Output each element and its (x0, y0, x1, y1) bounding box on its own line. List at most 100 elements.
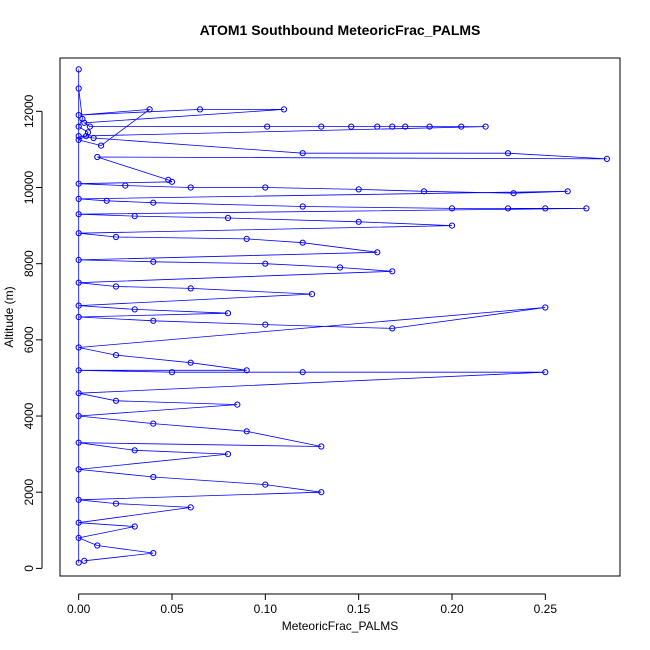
data-point (131, 306, 138, 313)
data-point (75, 211, 82, 218)
data-point (355, 186, 362, 193)
data-point (299, 150, 306, 157)
data-point (75, 466, 82, 473)
data-point (75, 279, 82, 286)
data-point (146, 106, 153, 113)
data-point (224, 310, 232, 317)
data-point (426, 123, 433, 130)
y-tick-label: 4000 (22, 402, 36, 429)
data-point (318, 443, 325, 450)
data-point (75, 133, 82, 140)
data-point (243, 428, 250, 435)
data-point (224, 451, 232, 458)
data-point (150, 258, 157, 265)
plot-area (75, 66, 611, 566)
data-point (75, 534, 82, 542)
y-tick-label: 6000 (22, 326, 36, 353)
data-point (504, 150, 512, 157)
data-point (75, 66, 82, 73)
data-point (280, 106, 288, 113)
x-tick-label: 0.00 (67, 602, 91, 616)
data-point (112, 500, 120, 507)
data-point (86, 123, 94, 130)
y-tick-label: 0 (22, 565, 36, 572)
data-point (458, 123, 465, 130)
data-point (583, 205, 590, 212)
y-tick-label: 2000 (22, 479, 36, 506)
data-point (81, 557, 88, 564)
data-point (510, 190, 517, 197)
data-point (98, 142, 105, 149)
data-point (112, 233, 120, 241)
data-point (224, 214, 232, 222)
data-point (75, 519, 82, 526)
data-point (262, 260, 269, 267)
data-point (482, 123, 489, 130)
data-point (196, 106, 204, 113)
y-tick-label: 12000 (22, 94, 36, 128)
x-axis: 0.00 0.05 0.10 0.15 0.20 0.25 (67, 593, 558, 616)
data-point (448, 205, 456, 212)
data-point (112, 283, 120, 290)
data-point (336, 264, 344, 271)
data-point (75, 112, 82, 119)
data-point (243, 367, 250, 374)
data-point (187, 285, 194, 292)
data-point (150, 317, 157, 324)
data-point (168, 178, 176, 185)
data-point (299, 203, 306, 210)
data-point (402, 123, 409, 130)
data-point (504, 205, 512, 212)
x-tick-label: 0.15 (347, 602, 371, 616)
data-point (75, 302, 82, 309)
data-point (234, 401, 241, 408)
data-point (150, 550, 157, 557)
data-point (564, 188, 571, 195)
data-point (75, 256, 82, 263)
data-point (83, 133, 90, 140)
data-point (75, 559, 82, 566)
data-point (389, 268, 396, 275)
data-point (150, 199, 157, 206)
data-point (389, 325, 396, 332)
data-point (103, 197, 110, 204)
data-point (308, 291, 316, 298)
data-point (75, 344, 82, 351)
data-point (75, 439, 82, 446)
data-point (131, 523, 138, 530)
data-point (299, 239, 306, 246)
data-point (262, 481, 269, 488)
chart-title: ATOM1 Southbound MeteoricFrac_PALMS (200, 22, 481, 38)
data-point (131, 213, 138, 220)
data-point (94, 542, 101, 549)
data-point (420, 188, 428, 195)
x-tick-label: 0.05 (160, 602, 184, 616)
data-point (75, 230, 82, 237)
data-point (542, 369, 549, 376)
data-point (448, 222, 456, 229)
data-point (187, 359, 194, 366)
data-point (299, 369, 306, 376)
x-tick-label: 0.20 (440, 602, 464, 616)
data-point (603, 155, 611, 162)
data-point (75, 412, 82, 420)
data-point (348, 123, 355, 130)
plot-frame (59, 57, 621, 577)
data-point (75, 136, 82, 143)
data-point (243, 235, 250, 242)
data-point (542, 304, 549, 311)
data-point (90, 134, 97, 142)
data-point (318, 123, 325, 130)
data-point (168, 369, 176, 376)
data-point (94, 153, 101, 161)
data-point (81, 119, 88, 126)
x-tick-label: 0.25 (534, 602, 558, 616)
data-point (355, 218, 362, 225)
data-point (75, 180, 82, 187)
data-point (262, 321, 269, 328)
data-point (264, 123, 271, 130)
y-tick-label: 8000 (22, 250, 36, 277)
x-tick-label: 0.10 (254, 602, 278, 616)
data-point (75, 195, 82, 202)
